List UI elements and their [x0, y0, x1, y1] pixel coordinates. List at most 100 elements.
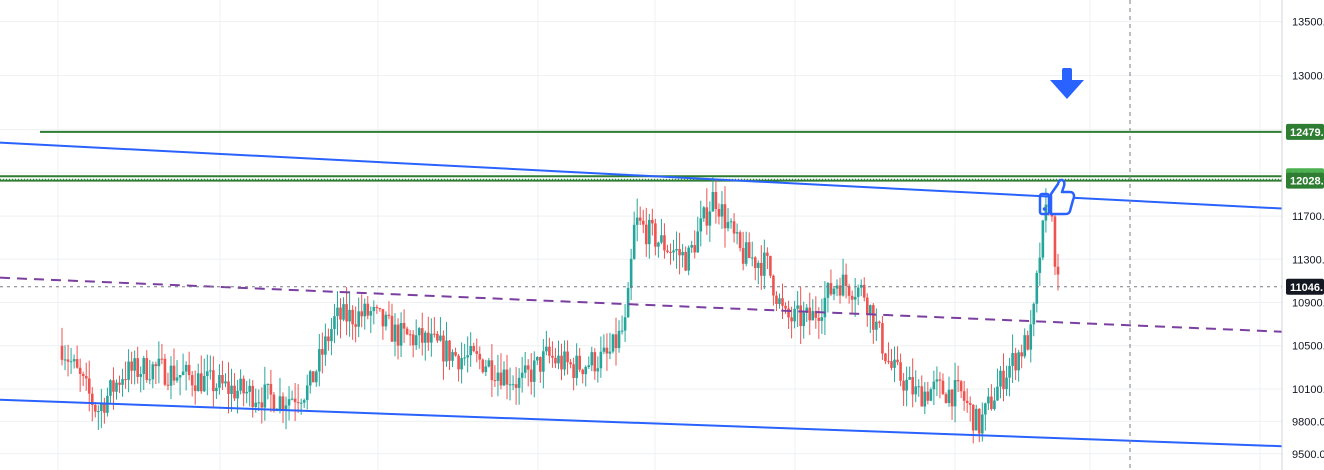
candle-up[interactable]	[178, 374, 182, 378]
candle-down[interactable]	[572, 364, 575, 378]
candle-up[interactable]	[974, 408, 978, 431]
candle-up[interactable]	[756, 262, 760, 268]
candle-down[interactable]	[581, 369, 585, 375]
candle-down[interactable]	[844, 274, 848, 286]
candle-down[interactable]	[654, 223, 657, 247]
candle-down[interactable]	[926, 391, 930, 401]
candle-down[interactable]	[1053, 216, 1057, 267]
candle-down[interactable]	[193, 385, 197, 392]
candle-up[interactable]	[330, 328, 333, 342]
candle-down[interactable]	[693, 245, 697, 253]
candle-up[interactable]	[184, 364, 188, 372]
candle-down[interactable]	[339, 307, 342, 320]
price-tag[interactable]: 12028.	[1286, 172, 1324, 189]
candle-down[interactable]	[427, 332, 430, 343]
candle-down[interactable]	[911, 377, 914, 395]
candle-up[interactable]	[342, 304, 345, 320]
candle-down[interactable]	[838, 285, 842, 296]
candle-down[interactable]	[296, 402, 300, 404]
candle-up[interactable]	[699, 218, 703, 232]
candle-up[interactable]	[993, 400, 996, 410]
candle-up[interactable]	[996, 386, 999, 401]
candle-down[interactable]	[529, 369, 533, 382]
candle-up[interactable]	[175, 377, 179, 381]
candle-up[interactable]	[278, 396, 282, 410]
candle-down[interactable]	[408, 334, 412, 336]
candle-down[interactable]	[902, 380, 905, 391]
candle-up[interactable]	[648, 219, 651, 245]
candle-up[interactable]	[139, 374, 143, 377]
candle-down[interactable]	[405, 328, 409, 335]
candle-down[interactable]	[505, 369, 509, 385]
candle-down[interactable]	[899, 362, 902, 381]
candle-down[interactable]	[390, 315, 394, 342]
candle-down[interactable]	[669, 251, 672, 253]
candle-down[interactable]	[814, 311, 818, 318]
candle-up[interactable]	[702, 207, 706, 219]
candle-down[interactable]	[396, 324, 400, 346]
candle-up[interactable]	[917, 386, 921, 388]
candle-down[interactable]	[75, 359, 79, 368]
candle-down[interactable]	[172, 365, 176, 381]
candle-up[interactable]	[257, 402, 261, 404]
candle-down[interactable]	[481, 359, 485, 373]
candle-up[interactable]	[929, 389, 933, 401]
candle-up[interactable]	[611, 334, 615, 352]
candle-up[interactable]	[587, 365, 591, 368]
candle-up[interactable]	[805, 307, 809, 313]
candle-down[interactable]	[60, 345, 64, 360]
candle-up[interactable]	[263, 384, 267, 408]
candle-up[interactable]	[629, 258, 633, 289]
candle-down[interactable]	[738, 232, 742, 249]
candle-down[interactable]	[212, 370, 215, 392]
candle-down[interactable]	[66, 359, 70, 362]
candle-down[interactable]	[723, 204, 727, 229]
candle-up[interactable]	[729, 221, 733, 223]
candle-down[interactable]	[402, 323, 406, 329]
candle-up[interactable]	[532, 360, 536, 382]
candle-down[interactable]	[454, 352, 457, 356]
candle-up[interactable]	[151, 364, 155, 380]
candle-up[interactable]	[417, 328, 421, 336]
candle-down[interactable]	[772, 275, 775, 296]
candle-up[interactable]	[1035, 272, 1039, 304]
candle-down[interactable]	[199, 373, 203, 392]
candle-up[interactable]	[1044, 204, 1048, 221]
candle-down[interactable]	[847, 285, 851, 296]
candle-up[interactable]	[484, 366, 488, 373]
candle-down[interactable]	[808, 307, 812, 321]
candle-down[interactable]	[566, 351, 569, 363]
price-tag[interactable]: 11046.	[1286, 278, 1324, 295]
candle-up[interactable]	[708, 211, 712, 226]
candle-up[interactable]	[393, 324, 397, 342]
candle-down[interactable]	[605, 347, 609, 354]
candle-up[interactable]	[363, 303, 367, 317]
candle-down[interactable]	[1014, 353, 1017, 371]
candle-down[interactable]	[641, 220, 645, 225]
candle-up[interactable]	[181, 371, 185, 375]
candle-up[interactable]	[72, 359, 76, 362]
candle-up[interactable]	[333, 316, 336, 329]
candle-down[interactable]	[87, 378, 91, 394]
candle-up[interactable]	[626, 288, 630, 318]
candle-up[interactable]	[735, 232, 739, 234]
candle-down[interactable]	[747, 242, 751, 258]
candle-down[interactable]	[862, 284, 866, 298]
candle-down[interactable]	[442, 335, 445, 362]
candle-up[interactable]	[935, 379, 939, 382]
candle-down[interactable]	[829, 283, 833, 295]
candle-down[interactable]	[717, 209, 721, 217]
candle-down[interactable]	[539, 357, 542, 372]
candle-up[interactable]	[399, 323, 403, 346]
candle-down[interactable]	[799, 305, 802, 327]
candle-up[interactable]	[348, 309, 351, 322]
candle-down[interactable]	[990, 396, 993, 410]
candle-up[interactable]	[423, 332, 427, 343]
candle-down[interactable]	[551, 355, 554, 358]
candle-up[interactable]	[596, 368, 600, 372]
candle-up[interactable]	[224, 381, 227, 384]
candle-down[interactable]	[790, 317, 793, 322]
candle-down[interactable]	[578, 355, 581, 370]
